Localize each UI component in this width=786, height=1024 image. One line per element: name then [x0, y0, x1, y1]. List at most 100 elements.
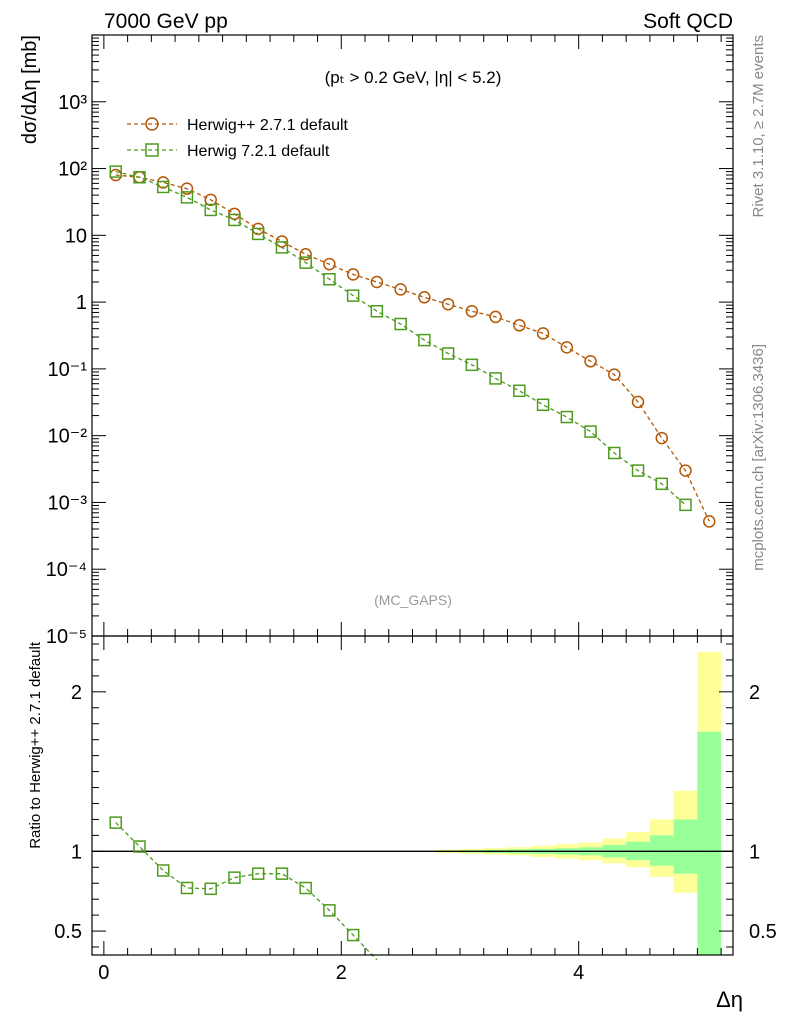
watermark: (MC_GAPS) [374, 592, 452, 608]
header-left: 7000 GeV pp [104, 10, 228, 33]
data-point [299, 248, 312, 261]
data-point [180, 191, 194, 204]
data-point [513, 319, 526, 332]
data-point [394, 283, 407, 296]
band-inner-bin [673, 819, 698, 874]
cut-label: (pₜ > 0.2 GeV, |η| < 5.2) [325, 68, 502, 87]
ratio-panel: 0.5 0.5 1 1 2 2 0 2 4 Ratio to Herwig++ 2.7.1 de… [27, 635, 777, 984]
x-tick-label: 0 [98, 962, 109, 984]
legend-label-herwig7: Herwig 7.2.1 default [187, 143, 330, 160]
data-point [204, 203, 217, 217]
data-point [465, 358, 479, 372]
data-point [394, 317, 407, 331]
ratio-y-tick-label-right: 2 [749, 682, 760, 704]
data-point [251, 227, 265, 241]
data-point [536, 398, 550, 412]
data-point [418, 333, 431, 347]
data-point [536, 327, 550, 340]
data-point [560, 410, 574, 424]
ratio-y-tick-label: 0.5 [54, 921, 82, 943]
data-point [489, 372, 502, 385]
legend-marker-herwigpp [145, 117, 159, 131]
data-point [560, 341, 574, 354]
x-tick-label: 4 [573, 962, 584, 984]
legend-label-herwigpp: Herwig++ 2.7.1 default [187, 117, 349, 134]
series-line [115, 174, 710, 522]
data-point [228, 213, 241, 227]
data-point [156, 176, 170, 189]
data-point [323, 257, 336, 271]
data-point [703, 515, 716, 528]
data-point [655, 477, 669, 491]
ratio-data-point [204, 882, 217, 896]
legend-item-herwigpp: Herwig++ 2.7.1 default [127, 117, 349, 134]
ratio-data-point [275, 867, 289, 880]
data-point [513, 384, 526, 398]
legend-item-herwig7: Herwig 7.2.1 default [127, 143, 330, 160]
data-point [489, 310, 502, 324]
data-point [204, 193, 217, 207]
data-point [156, 180, 170, 194]
ratio-data-point [133, 840, 146, 853]
data-point [133, 171, 146, 184]
ratio-data-point [346, 928, 360, 942]
data-point [323, 272, 336, 286]
y-tick-label: 10⁻⁵ [46, 626, 87, 648]
ratio-data-point [251, 867, 265, 880]
ratio-y-tick-label: 1 [71, 841, 82, 863]
y-tick-label: 10⁻⁴ [46, 559, 87, 581]
data-point [608, 446, 621, 460]
ratio-y-tick-label-right: 0.5 [749, 921, 777, 943]
data-point [465, 304, 479, 318]
main-y-label: dσ/dΔη [mb] [19, 35, 41, 144]
y-tick-label: 10⁻² [48, 426, 88, 448]
data-point [631, 395, 645, 409]
data-point [631, 464, 645, 477]
data-point [346, 268, 360, 281]
data-point [180, 182, 194, 195]
data-point [441, 347, 455, 360]
side-label-mcplots: mcplots.cern.ch [arXiv:1306.3436] [750, 344, 767, 571]
ratio-data-point [180, 881, 194, 895]
ratio-data-point [156, 864, 170, 877]
y-tick-label: 1 [76, 292, 87, 314]
data-point [370, 275, 384, 289]
main-series [109, 165, 716, 528]
data-point [109, 165, 122, 178]
ratio-data-point [299, 881, 312, 895]
ratio-series-line [115, 822, 378, 961]
ratio-y-label: Ratio to Herwig++ 2.7.1 default [27, 641, 44, 849]
side-label-rivet: Rivet 3.1.10, ≥ 2.7M events [750, 35, 767, 218]
data-point [299, 256, 312, 269]
main-axis-ticks: 10⁻⁵ 10⁻⁴ 10⁻³ 10⁻² 10⁻¹ 1 10 10² 10³ [46, 34, 733, 648]
x-axis-label: Δη [716, 987, 743, 1012]
ratio-series [109, 816, 378, 961]
legend: Herwig++ 2.7.1 default Herwig 7.2.1 defa… [127, 117, 349, 160]
ratio-y-tick-label: 2 [71, 682, 82, 704]
data-point [584, 355, 597, 368]
ratio-uncertainty-band [436, 651, 722, 955]
data-point [346, 289, 360, 302]
y-tick-label: 10⁻³ [48, 492, 88, 514]
data-point [584, 425, 597, 438]
legend-marker-herwig7 [145, 143, 159, 157]
ratio-data-point [228, 871, 241, 884]
y-tick-label: 10³ [58, 92, 87, 114]
y-tick-label: 10⁻¹ [48, 359, 88, 381]
data-point [441, 297, 455, 311]
y-tick-label: 10² [58, 159, 87, 181]
ratio-axis-ticks: 0.5 0.5 1 1 2 2 0 2 4 [54, 636, 777, 984]
header-right: Soft QCD [643, 10, 733, 33]
data-point [608, 368, 621, 381]
x-tick-label: 2 [336, 962, 347, 984]
ratio-y-tick-label-right: 1 [749, 841, 760, 863]
main-panel: 10⁻⁵ 10⁻⁴ 10⁻³ 10⁻² 10⁻¹ 1 10 10² 10³ (pₜ > 0.2 … [19, 34, 734, 648]
y-tick-label: 10 [65, 225, 87, 247]
ratio-data-point [323, 904, 336, 917]
data-point [655, 431, 669, 445]
ratio-data-point [109, 816, 122, 829]
series-line [115, 170, 686, 506]
data-point [370, 304, 384, 318]
data-point [679, 464, 692, 477]
